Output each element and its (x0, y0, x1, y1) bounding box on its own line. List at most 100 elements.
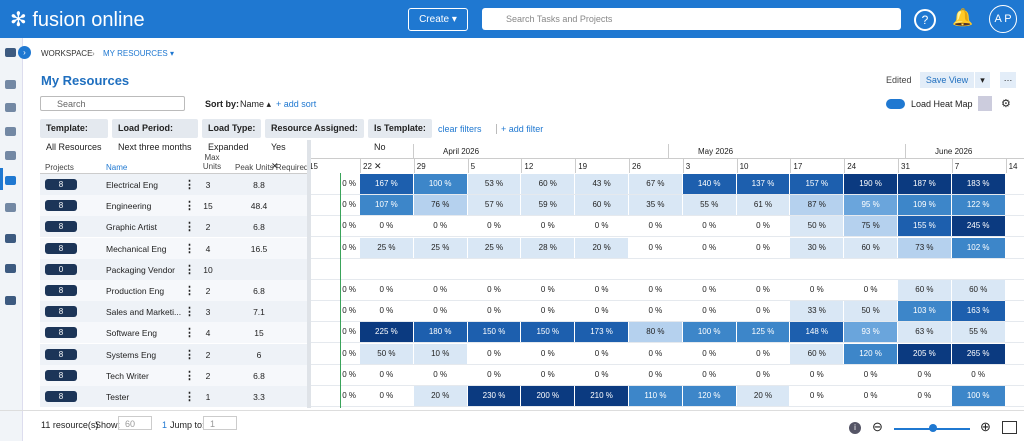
project-count[interactable]: 8 (45, 285, 77, 296)
help-icon[interactable]: ? (914, 9, 936, 31)
filter-chip[interactable]: Is Template: No ✕ (368, 119, 432, 171)
column-header[interactable]: Peak Units Required (235, 163, 309, 172)
info-button[interactable]: i (849, 422, 861, 434)
sort-field[interactable]: Name ▴ (240, 99, 272, 109)
resource-name[interactable]: Graphic Artist (106, 222, 158, 233)
nav-icon[interactable] (5, 234, 16, 243)
row-menu[interactable]: ⋮ (184, 263, 195, 276)
load-cell: 73 % (898, 237, 951, 258)
column-header[interactable]: Max Units (202, 153, 222, 171)
nav-icon[interactable] (5, 264, 16, 273)
row-menu[interactable]: ⋮ (184, 200, 195, 213)
avatar[interactable]: A P (989, 5, 1017, 33)
add-filter[interactable]: + add filter (496, 124, 543, 134)
row-menu[interactable]: ⋮ (184, 327, 195, 340)
column-header[interactable]: Projects (45, 163, 74, 172)
nav-icon[interactable] (5, 127, 16, 136)
project-count[interactable]: 8 (45, 391, 77, 402)
load-cell: 0 % (413, 216, 467, 237)
max-units: 4 (205, 243, 211, 254)
more-menu[interactable]: … (1000, 72, 1016, 88)
load-cell: 0 % (467, 216, 521, 237)
row-bg (40, 174, 307, 195)
filter-chip[interactable]: Load Period: Next three months (112, 119, 198, 152)
project-count[interactable]: 8 (45, 327, 77, 339)
resource-name[interactable]: Engineering (106, 201, 152, 212)
resource-name[interactable]: Tester (106, 392, 130, 402)
row-menu[interactable]: ⋮ (184, 285, 195, 297)
project-count[interactable]: 8 (45, 200, 77, 212)
resource-name[interactable]: Systems Eng (106, 349, 157, 360)
nav-icon[interactable] (5, 203, 16, 212)
settings-button[interactable]: ⚙ (1001, 98, 1011, 110)
row-menu[interactable]: ⋮ (184, 306, 195, 319)
row-bg (40, 386, 307, 407)
row-menu[interactable]: ⋮ (184, 348, 195, 361)
row-menu[interactable]: ⋮ (184, 391, 195, 403)
page-size[interactable]: 60 (118, 416, 152, 430)
sidebar-toggle[interactable]: › (18, 46, 31, 59)
global-search[interactable]: Search Tasks and Projects (482, 8, 901, 30)
load-cell: 122 % (951, 195, 1005, 216)
week-label: 22 (363, 162, 372, 171)
timeline-divider (307, 158, 1024, 159)
filter-chip[interactable]: Resource Assigned: Yes ✕ (265, 119, 364, 171)
sort-label: Sort by: (205, 99, 240, 109)
jump-page[interactable]: 1 (203, 416, 237, 430)
save-menu[interactable]: ▾ (975, 72, 990, 88)
resource-name[interactable]: Software Eng (106, 328, 158, 339)
zoom-in[interactable]: ⊕ (980, 419, 991, 434)
project-count[interactable]: 8 (45, 306, 77, 318)
chart-view-button[interactable] (978, 96, 992, 111)
current-page[interactable]: 1 (162, 420, 168, 430)
filter-chip[interactable]: Template: All Resources (40, 119, 108, 152)
column-header[interactable]: Name (106, 163, 128, 172)
heatmap-toggle[interactable] (886, 99, 905, 109)
row-line (311, 215, 1024, 217)
save-view[interactable]: Save View (920, 72, 974, 88)
load-cell: 0 % (467, 343, 521, 364)
resource-name[interactable]: Mechanical Eng (106, 243, 167, 254)
resource-name[interactable]: Tech Writer (106, 370, 149, 381)
nav-icon[interactable] (5, 80, 16, 89)
resource-search[interactable]: Search (40, 96, 185, 111)
nav-icon[interactable] (5, 296, 16, 305)
project-count[interactable]: 8 (45, 369, 77, 381)
clear-filters[interactable]: clear filters (438, 124, 482, 134)
load-cell: 0 % (736, 364, 790, 385)
logo[interactable]: ✻ fusion online (10, 9, 145, 31)
heatmap-label: Load Heat Map (911, 99, 973, 109)
project-count[interactable]: 8 (45, 348, 77, 360)
filter-chip[interactable]: Load Type: Expanded (202, 119, 262, 152)
resource-name[interactable]: Production Eng (106, 286, 165, 296)
breadcrumb-current[interactable]: MY RESOURCES ▾ (103, 49, 175, 58)
peak-units: 6.8 (253, 222, 265, 233)
week-label: 26 (632, 162, 641, 171)
nav-icon[interactable] (5, 48, 16, 57)
project-count[interactable]: 8 (45, 242, 77, 254)
notifications-icon[interactable]: 🔔 (952, 8, 974, 27)
row-menu[interactable]: ⋮ (184, 369, 195, 382)
project-count[interactable]: 8 (45, 179, 77, 190)
nav-icon[interactable] (5, 176, 16, 185)
row-menu[interactable]: ⋮ (184, 242, 195, 255)
create-button[interactable]: Create ▾ (408, 8, 468, 31)
load-cell: 60 % (790, 343, 844, 364)
resource-name[interactable]: Electrical Eng (106, 180, 158, 190)
load-cell: 30 % (790, 237, 844, 258)
row-menu[interactable]: ⋮ (184, 221, 195, 234)
resource-name[interactable]: Sales and Marketi... (106, 307, 182, 318)
resource-name[interactable]: Packaging Vendor (106, 264, 175, 275)
add-sort[interactable]: + add sort (276, 99, 317, 109)
zoom-handle[interactable] (929, 424, 937, 432)
nav-icon[interactable] (5, 151, 16, 160)
row-menu[interactable]: ⋮ (184, 179, 195, 191)
zoom-out[interactable]: ⊖ (872, 419, 883, 434)
nav-icon[interactable] (5, 103, 16, 112)
filter-label: Resource Assigned: (271, 123, 358, 133)
project-count[interactable]: 0 (45, 263, 77, 275)
fit-button[interactable] (1002, 421, 1017, 434)
project-count[interactable]: 8 (45, 221, 77, 233)
create-label: Create (419, 14, 450, 25)
breadcrumb-root[interactable]: WORKSPACE (41, 49, 93, 58)
